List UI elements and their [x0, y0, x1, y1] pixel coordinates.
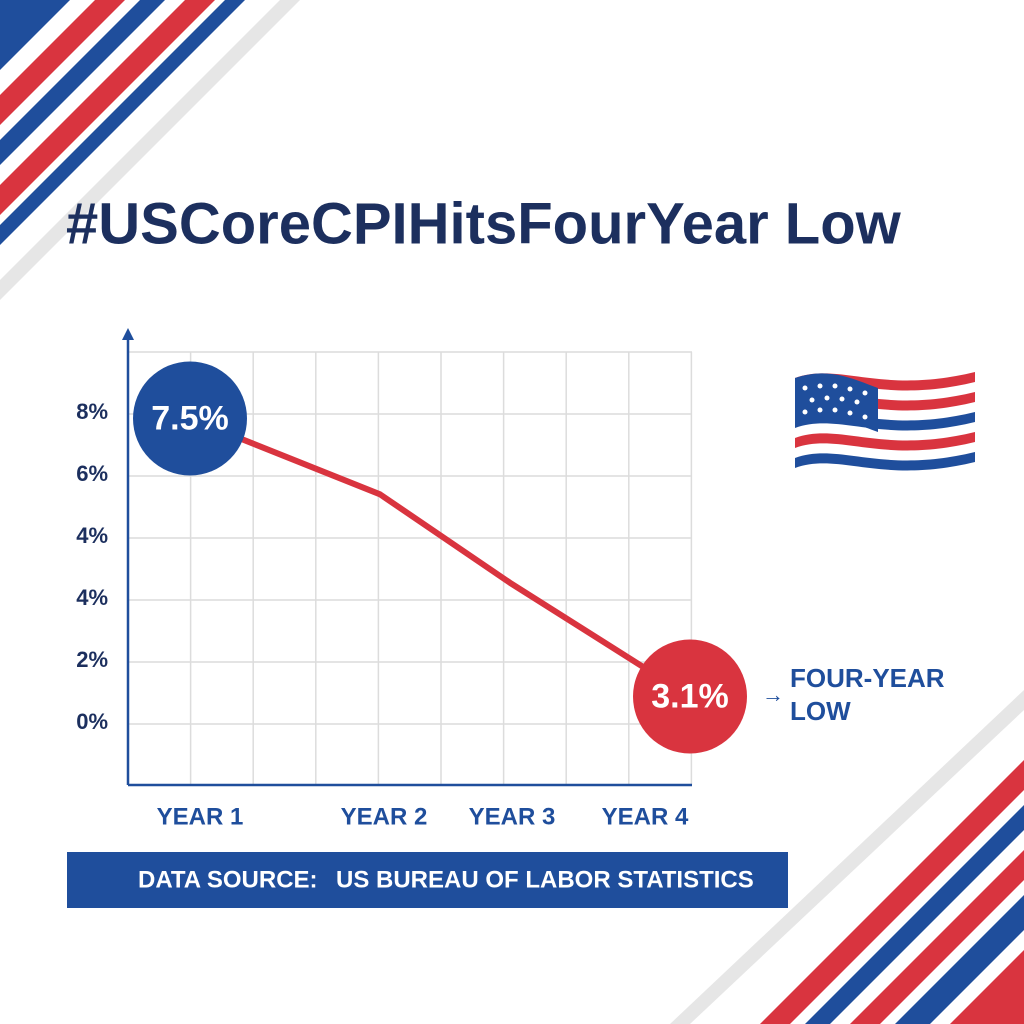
data-line	[188, 415, 692, 700]
y-axis-label: 2%	[76, 647, 108, 672]
x-tick-label: YEAR 3	[469, 803, 556, 830]
data-label: 3.1%	[651, 678, 729, 716]
x-tick-label: YEAR 4	[602, 803, 689, 830]
source-banner	[67, 852, 788, 908]
annotation: FOUR-YEAR	[790, 663, 945, 693]
y-axis-label: 8%	[76, 399, 108, 424]
chart-title: #USCoreCPIHitsFourYear Low	[66, 191, 902, 256]
data-point	[633, 639, 747, 754]
data-label: 7.5%	[151, 399, 229, 437]
source-text: US BUREAU OF LABOR STATISTICS	[336, 866, 754, 893]
y-axis-label: 4%	[76, 585, 108, 610]
y-axis-arrow	[122, 328, 134, 340]
us-flag	[795, 372, 975, 471]
x-tick-label: YEAR 1	[157, 803, 244, 830]
data-point	[133, 361, 247, 476]
y-axis-label: 4%	[76, 523, 108, 548]
y-axis-label: 6%	[76, 461, 108, 486]
y-axis-label: 0%	[76, 709, 108, 734]
annotation: LOW	[790, 696, 851, 726]
x-tick-label: YEAR 2	[341, 803, 428, 830]
source-label: DATA SOURCE:	[138, 866, 318, 893]
arrow: →	[762, 682, 784, 707]
